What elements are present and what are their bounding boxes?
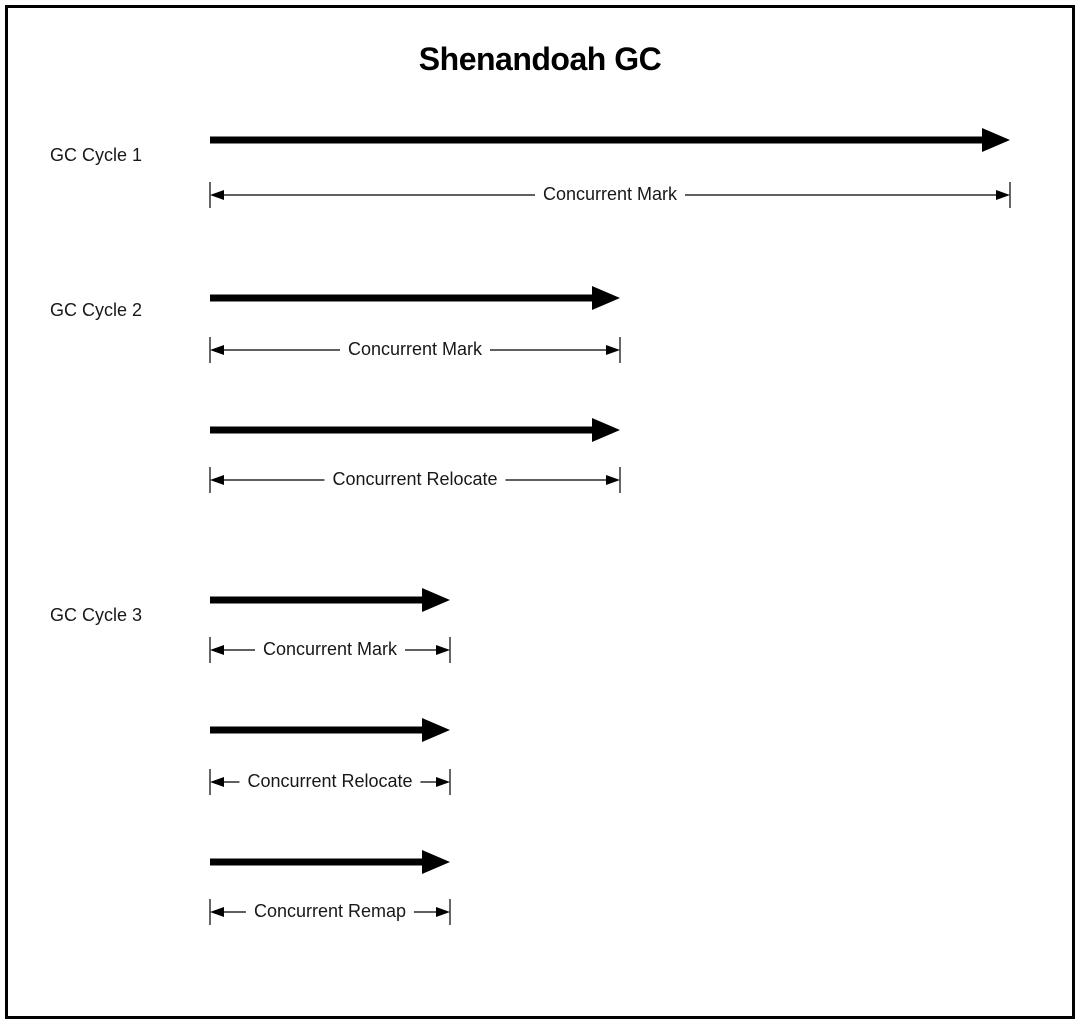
- phase-label: Concurrent Relocate: [324, 469, 505, 490]
- phase-label: Concurrent Mark: [255, 639, 405, 660]
- phase-arrow: [210, 286, 620, 310]
- phase-label: Concurrent Remap: [246, 901, 414, 922]
- phase-arrow: [210, 128, 1010, 152]
- phase-arrow: [210, 418, 620, 442]
- phase-label: Concurrent Relocate: [239, 771, 420, 792]
- phase-arrow: [210, 718, 450, 742]
- cycle-label: GC Cycle 2: [50, 300, 142, 321]
- cycle-label: GC Cycle 3: [50, 605, 142, 626]
- phase-arrow: [210, 850, 450, 874]
- phase-label: Concurrent Mark: [340, 339, 490, 360]
- diagram-canvas: Shenandoah GC GC Cycle 1Concurrent MarkG…: [0, 0, 1080, 1028]
- svg-layer: [0, 0, 1080, 1028]
- cycle-label: GC Cycle 1: [50, 145, 142, 166]
- phase-label: Concurrent Mark: [535, 184, 685, 205]
- phase-arrow: [210, 588, 450, 612]
